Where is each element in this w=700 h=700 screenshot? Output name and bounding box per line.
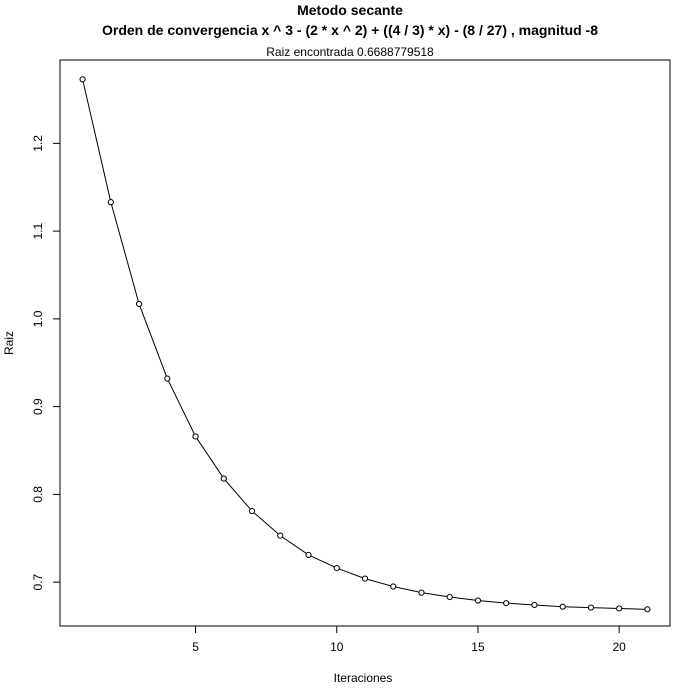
y-tick-label: 0.9 — [31, 398, 45, 415]
data-point — [192, 433, 199, 440]
data-point — [418, 589, 425, 596]
data-point — [79, 76, 86, 83]
data-point — [164, 375, 171, 382]
x-tick-label: 15 — [471, 640, 485, 654]
y-axis-label: Raiz — [2, 331, 16, 355]
x-tick-label: 20 — [612, 640, 626, 654]
x-tick-label: 10 — [330, 640, 344, 654]
y-axis: 0.7 0.8 0.9 1.0 1.1 1.2 — [31, 135, 60, 590]
data-point — [107, 199, 114, 206]
series-line — [82, 79, 648, 610]
y-tick-label: 0.7 — [31, 573, 45, 590]
y-tick-label: 1.0 — [31, 310, 45, 327]
data-point — [559, 603, 566, 610]
y-tick-label: 0.8 — [31, 486, 45, 503]
y-tick-label: 1.2 — [31, 135, 45, 152]
data-points — [79, 76, 651, 613]
data-point — [361, 575, 369, 582]
plot-frame — [59, 59, 671, 627]
y-tick-label: 1.1 — [31, 222, 45, 239]
data-point — [644, 606, 651, 613]
data-point — [248, 507, 256, 515]
data-point — [333, 564, 340, 572]
x-tick-label: 5 — [192, 640, 199, 654]
data-point — [446, 593, 453, 601]
x-axis: 5 10 15 20 — [192, 626, 626, 654]
data-point — [220, 475, 227, 482]
data-point — [531, 601, 538, 609]
data-point — [135, 300, 143, 308]
data-point — [474, 597, 482, 604]
root-found-note: Raiz encontrada 0.6688779518 — [266, 45, 434, 59]
data-point — [390, 583, 397, 590]
data-point — [503, 600, 510, 607]
chart-title: Metodo secante — [297, 2, 403, 18]
data-point — [277, 532, 284, 539]
chart-subtitle: Orden de convergencia x ^ 3 - (2 * x ^ 2… — [102, 22, 598, 38]
data-point — [616, 605, 623, 612]
data-point — [305, 551, 312, 559]
data-point — [587, 604, 595, 611]
x-axis-label: Iteraciones — [334, 671, 393, 685]
